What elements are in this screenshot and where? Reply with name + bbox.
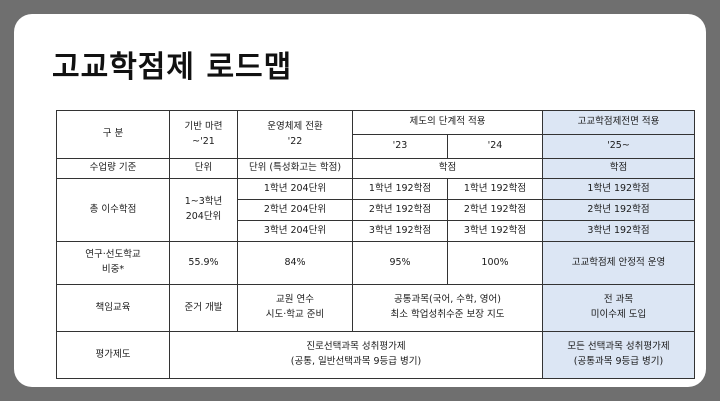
header-phase: 제도의 단계적 적용 [352,110,543,135]
unit-full: 학점 [542,158,695,179]
header-full: 고교학점제전면 적용 [542,110,695,135]
unit-phase: 학점 [352,158,543,179]
credits-transition-g3: 3학년 204단위 [237,220,353,242]
unit-transition: 단위 (특성화고는 학점) [237,158,353,179]
responsibility-full-line1: 전 과목 [603,294,634,306]
ratio-23: 95% [352,241,448,285]
header-base: 기반 마련 ~'21 [169,110,238,159]
ratio-base: 55.9% [169,241,238,285]
header-full-year: '25~ [542,134,695,159]
ratio-full: 고교학점제 안정적 운영 [542,241,695,285]
ratio-label-line1: 연구·선도학교 [85,249,141,261]
credits-23-g1: 1학년 192학점 [352,178,448,200]
credits-24-g3: 3학년 192학점 [447,220,543,242]
header-year-24: '24 [447,134,543,159]
header-transition-title: 운영체제 전환 [267,120,323,132]
ratio-label-line2: 비중* [101,264,125,275]
responsibility-phase-line2: 최소 학업성취수준 보장 지도 [390,309,505,320]
roadmap-table: 구 분 기반 마련 ~'21 운영체제 전환 '22 제도의 단계적 적용 고교… [56,110,695,379]
responsibility-transition-line2: 시도·학교 준비 [265,309,325,320]
credits-base-grades: 1~3학년 [184,196,223,208]
responsibility-phase: 공통과목(국어, 수학, 영어) 최소 학업성취수준 보장 지도 [352,284,543,332]
credits-transition-g2: 2학년 204단위 [237,199,353,221]
credits-full-g3: 3학년 192학점 [542,220,695,242]
responsibility-full: 전 과목 미이수제 도입 [542,284,695,332]
responsibility-full-line2: 미이수제 도입 [590,309,647,320]
row-label-ratio: 연구·선도학교 비중* [56,241,170,285]
credits-full-g1: 1학년 192학점 [542,178,695,200]
credits-23-g3: 3학년 192학점 [352,220,448,242]
credits-23-g2: 2학년 192학점 [352,199,448,221]
header-year-23: '23 [352,134,448,159]
ratio-24: 100% [447,241,543,285]
credits-base-units: 204단위 [185,211,222,222]
header-transition: 운영체제 전환 '22 [237,110,353,159]
header-base-year: ~'21 [192,135,215,147]
evaluation-full-line1: 모든 선택과목 성취평가제 [567,341,670,353]
evaluation-full-line2: (공통과목 9등급 병기) [573,356,664,367]
header-gubun: 구 분 [56,110,170,159]
evaluation-main-line2: (공통, 일반선택과목 9등급 병기) [290,356,422,367]
credits-transition-g1: 1학년 204단위 [237,178,353,200]
responsibility-base: 준거 개발 [169,284,238,332]
evaluation-full: 모든 선택과목 성취평가제 (공통과목 9등급 병기) [542,331,695,379]
responsibility-transition: 교원 연수 시도·학교 준비 [237,284,353,332]
evaluation-main-line1: 진로선택과목 성취평가제 [306,341,406,353]
evaluation-main: 진로선택과목 성취평가제 (공통, 일반선택과목 9등급 병기) [169,331,543,379]
row-label-evaluation: 평가제도 [56,331,170,379]
responsibility-phase-line1: 공통과목(국어, 수학, 영어) [394,294,501,306]
credits-24-g2: 2학년 192학점 [447,199,543,221]
page-title: 고교학점제 로드맵 [52,50,293,85]
row-label-credits: 총 이수학점 [56,178,170,242]
header-transition-year: '22 [287,135,303,147]
credits-base: 1~3학년 204단위 [169,178,238,242]
row-label-responsibility: 책임교육 [56,284,170,332]
ratio-transition: 84% [237,241,353,285]
header-base-title: 기반 마련 [184,120,223,132]
content-card: 고교학점제 로드맵 구 분 기반 마련 ~'21 운영체제 전환 '22 제도의… [14,14,706,387]
unit-base: 단위 [169,158,238,179]
credits-24-g1: 1학년 192학점 [447,178,543,200]
row-label-unit: 수업량 기준 [56,158,170,179]
responsibility-transition-line1: 교원 연수 [276,294,314,306]
credits-full-g2: 2학년 192학점 [542,199,695,221]
